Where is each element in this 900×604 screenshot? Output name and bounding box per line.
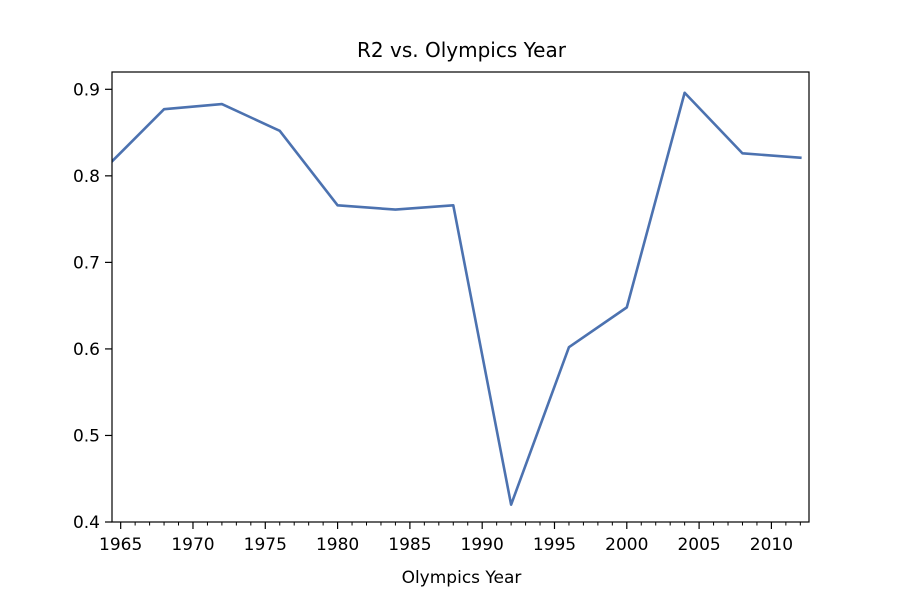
y-tick-label: 0.4 [73, 513, 100, 533]
x-tick-label: 2000 [605, 535, 648, 555]
series-layer [112, 91, 802, 506]
x-tick-label: 2010 [750, 535, 793, 555]
y-tick-label: 0.6 [73, 340, 100, 360]
ticks-layer: 1965 1970 1975 1980 1985 1990 1995 2000 2005 2010… [73, 80, 801, 555]
x-tick-label: 1970 [171, 535, 214, 555]
x-tick-label: 1965 [99, 535, 142, 555]
x-tick-label: 1975 [244, 535, 287, 555]
x-axis-title: Olympics Year [402, 568, 522, 588]
y-tick-label: 0.8 [73, 167, 100, 187]
x-tick-label: 2005 [677, 535, 720, 555]
x-tick-label: 1985 [388, 535, 431, 555]
x-tick-label: 1990 [461, 535, 504, 555]
y-tick-label: 0.5 [73, 426, 100, 446]
y-tick-label: 0.9 [73, 80, 100, 100]
x-tick-label: 1995 [533, 535, 576, 555]
x-tick-label: 1980 [316, 535, 359, 555]
chart-title: R2 vs. Olympics Year [357, 38, 567, 62]
series-line [112, 91, 802, 506]
y-tick-label: 0.7 [73, 253, 100, 273]
plot-frame [111, 71, 810, 523]
